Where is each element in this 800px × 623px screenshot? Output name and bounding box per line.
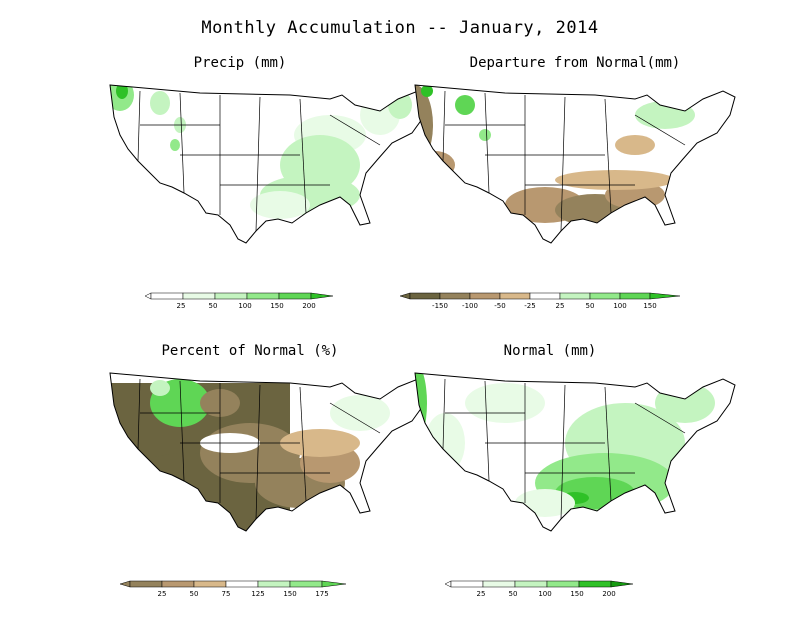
legend-bar-percent xyxy=(119,580,347,588)
page-title: Monthly Accumulation -- January, 2014 xyxy=(201,18,599,38)
panel-departure: Departure from Normal(mm) xyxy=(385,55,745,335)
legend-departure: -150 -100 -50 -25 25 50 100 150 xyxy=(399,290,700,316)
legend-label: 150 xyxy=(643,302,656,310)
panel-title-departure: Departure from Normal(mm) xyxy=(469,55,681,71)
legend-label: 50 xyxy=(209,302,218,310)
legend-label: 100 xyxy=(613,302,626,310)
legend-label: 200 xyxy=(602,590,615,598)
legend-label: -150 xyxy=(432,302,448,310)
panel-precip: Precip (mm) xyxy=(80,55,440,335)
legend-label: -50 xyxy=(494,302,505,310)
legend-label: 100 xyxy=(238,302,251,310)
legend-label: 50 xyxy=(509,590,518,598)
panel-title-precip: Precip (mm) xyxy=(193,55,287,71)
legend-normal: 25 50 100 150 200 xyxy=(444,578,645,604)
legend-label: 150 xyxy=(283,590,296,598)
legend-label: 25 xyxy=(556,302,565,310)
legend-label: 25 xyxy=(477,590,486,598)
panel-title-percent: Percent of Normal (%) xyxy=(161,343,339,359)
legend-label: 100 xyxy=(538,590,551,598)
legend-label: 200 xyxy=(302,302,315,310)
panel-percent: Percent of Normal (%) xyxy=(80,343,440,623)
legend-label: 25 xyxy=(177,302,186,310)
departure-map xyxy=(414,84,736,244)
legend-label: 175 xyxy=(315,590,328,598)
legend-bar-departure xyxy=(399,292,681,300)
legend-bar-normal xyxy=(444,580,634,588)
precip-map xyxy=(109,84,431,244)
us-outline-precip xyxy=(109,84,431,244)
legend-bar-precip xyxy=(144,292,334,300)
legend-label: -100 xyxy=(462,302,478,310)
legend-label: 125 xyxy=(251,590,264,598)
legend-label: 75 xyxy=(222,590,231,598)
legend-label: 50 xyxy=(190,590,199,598)
legend-label: 50 xyxy=(586,302,595,310)
panel-normal: Normal (mm) xyxy=(385,343,745,623)
legend-percent: 25 50 75 125 150 175 xyxy=(119,578,370,604)
normal-map xyxy=(414,372,736,532)
legend-label: -25 xyxy=(524,302,535,310)
legend-precip: 25 50 100 150 200 xyxy=(144,290,345,316)
legend-label: 150 xyxy=(570,590,583,598)
panel-title-normal: Normal (mm) xyxy=(503,343,597,359)
legend-label: 150 xyxy=(270,302,283,310)
percent-map xyxy=(109,372,431,532)
legend-label: 25 xyxy=(158,590,167,598)
